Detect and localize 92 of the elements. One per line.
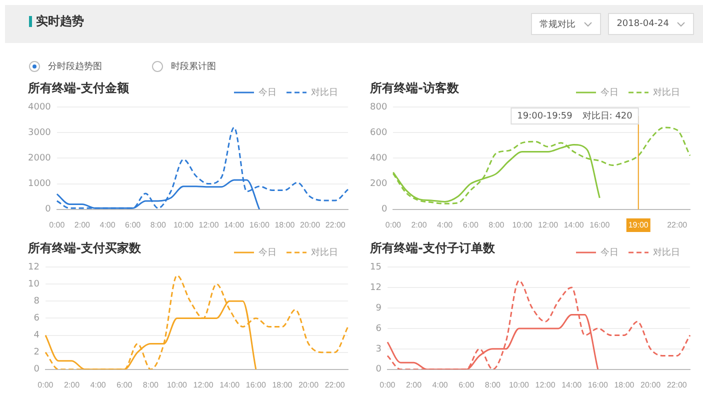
- y-tick-label: 12: [28, 262, 40, 272]
- legend-label: 对比日: [653, 86, 680, 98]
- x-tick-label: 2:00: [64, 380, 80, 390]
- line-series: [56, 126, 349, 209]
- y-tick-label: 15: [370, 262, 382, 272]
- x-tick-label: 2:00: [411, 220, 428, 230]
- x-tick-label: 12:00: [535, 380, 556, 390]
- x-tick-label: 14:00: [224, 220, 245, 230]
- x-tick-label: 0:00: [38, 380, 54, 390]
- x-tick-label: 20:00: [640, 380, 662, 390]
- chart-title: 所有终端-支付金额: [28, 80, 129, 97]
- x-tick-label: 19:00: [628, 220, 649, 230]
- x-tick-label: 10:00: [173, 220, 194, 230]
- y-tick-label: 800: [370, 102, 388, 112]
- x-tick-label: 6:00: [462, 220, 479, 230]
- y-tick-label: 6: [376, 324, 382, 334]
- x-tick-label: 10:00: [512, 220, 533, 230]
- text: 2018-04-24: [616, 19, 669, 29]
- x-tick-label: 8:00: [150, 220, 166, 230]
- legend-label: 对比日: [311, 246, 338, 258]
- x-tick-label: 4:00: [90, 380, 106, 390]
- x-tick-label: 6:00: [125, 220, 142, 230]
- x-tick-label: 20:00: [298, 380, 320, 390]
- x-tick-label: 4:00: [100, 220, 116, 230]
- chart-title: 所有终端-访客数: [370, 80, 459, 97]
- annotation: 19:00-19:59: [517, 111, 573, 122]
- x-tick-label: 12:00: [198, 220, 220, 230]
- chart-title: 所有终端-支付子订单数: [370, 240, 495, 257]
- x-tick-label: 16:00: [590, 220, 610, 230]
- y-tick-label: 3000: [28, 128, 52, 138]
- y-tick-label: 3: [376, 344, 382, 354]
- x-tick-label: 22:00: [324, 380, 346, 390]
- x-tick-label: 8:00: [488, 220, 505, 230]
- text: 常规对比: [540, 18, 576, 30]
- legend-label: 对比日: [311, 86, 338, 98]
- y-tick-label: 9: [376, 303, 382, 314]
- x-tick-label: 18:00: [272, 380, 293, 390]
- x-tick-label: 22:00: [666, 380, 688, 390]
- x-tick-label: 16:00: [246, 380, 266, 390]
- legend-label: 今日: [258, 86, 276, 98]
- legend-label: 对比日: [653, 246, 680, 258]
- chart-title: 所有终端-支付买家数: [28, 240, 141, 257]
- x-tick-label: 10:00: [166, 380, 188, 390]
- x-tick-label: 14:00: [220, 380, 240, 390]
- line-series: [386, 280, 691, 370]
- x-tick-label: 22:00: [325, 220, 346, 230]
- x-tick-label: 10:00: [508, 380, 530, 390]
- y-tick-label: 2: [34, 348, 40, 358]
- x-tick-label: 8:00: [142, 380, 160, 390]
- y-tick-label: 0: [381, 204, 388, 215]
- y-tick-label: 8: [34, 296, 40, 306]
- x-tick-label: 2:00: [74, 220, 91, 230]
- legend-label: 今日: [600, 246, 618, 258]
- x-tick-label: 2:00: [406, 380, 422, 390]
- x-tick-label: 0:00: [49, 220, 66, 230]
- annotation: 对比日: 420: [582, 110, 633, 122]
- text: 时段累计图: [171, 60, 216, 73]
- x-tick-label: 12:00: [193, 380, 214, 390]
- y-tick-label: 200: [370, 179, 388, 190]
- x-tick-label: 12:00: [538, 220, 559, 230]
- x-tick-label: 6:00: [458, 380, 475, 390]
- x-tick-label: 16:00: [588, 380, 608, 390]
- y-tick-label: 0: [34, 364, 40, 375]
- y-tick-label: 12: [370, 282, 382, 293]
- x-tick-label: 6:00: [116, 380, 133, 390]
- legend-label: 今日: [600, 86, 618, 98]
- y-tick-label: 2000: [28, 154, 52, 164]
- x-tick-label: 4:00: [432, 380, 448, 390]
- text: 实时趋势: [36, 13, 84, 30]
- y-tick-label: 6: [34, 314, 40, 324]
- x-tick-label: 8:00: [484, 380, 502, 390]
- y-tick-label: 0: [376, 364, 382, 375]
- line-series: [44, 274, 349, 370]
- y-tick-label: 0: [45, 204, 52, 215]
- x-tick-label: 14:00: [562, 380, 582, 390]
- y-tick-label: 4: [34, 330, 40, 341]
- x-tick-label: 22:00: [667, 220, 688, 230]
- y-tick-label: 10: [28, 279, 40, 290]
- x-tick-label: 18:00: [614, 380, 635, 390]
- legend-label: 今日: [258, 246, 276, 258]
- y-tick-label: 1000: [28, 179, 52, 190]
- y-tick-label: 600: [370, 128, 388, 138]
- x-tick-label: 0:00: [380, 380, 396, 390]
- y-tick-label: 400: [370, 154, 388, 164]
- y-tick-label: 4000: [28, 102, 52, 112]
- x-tick-label: 18:00: [274, 220, 296, 230]
- text: 分时段趋势图: [48, 60, 102, 73]
- x-tick-label: 0:00: [385, 220, 402, 230]
- x-tick-label: 20:00: [300, 220, 321, 230]
- x-tick-label: 4:00: [437, 220, 454, 230]
- x-tick-label: 14:00: [564, 220, 584, 230]
- x-tick-label: 16:00: [249, 220, 270, 230]
